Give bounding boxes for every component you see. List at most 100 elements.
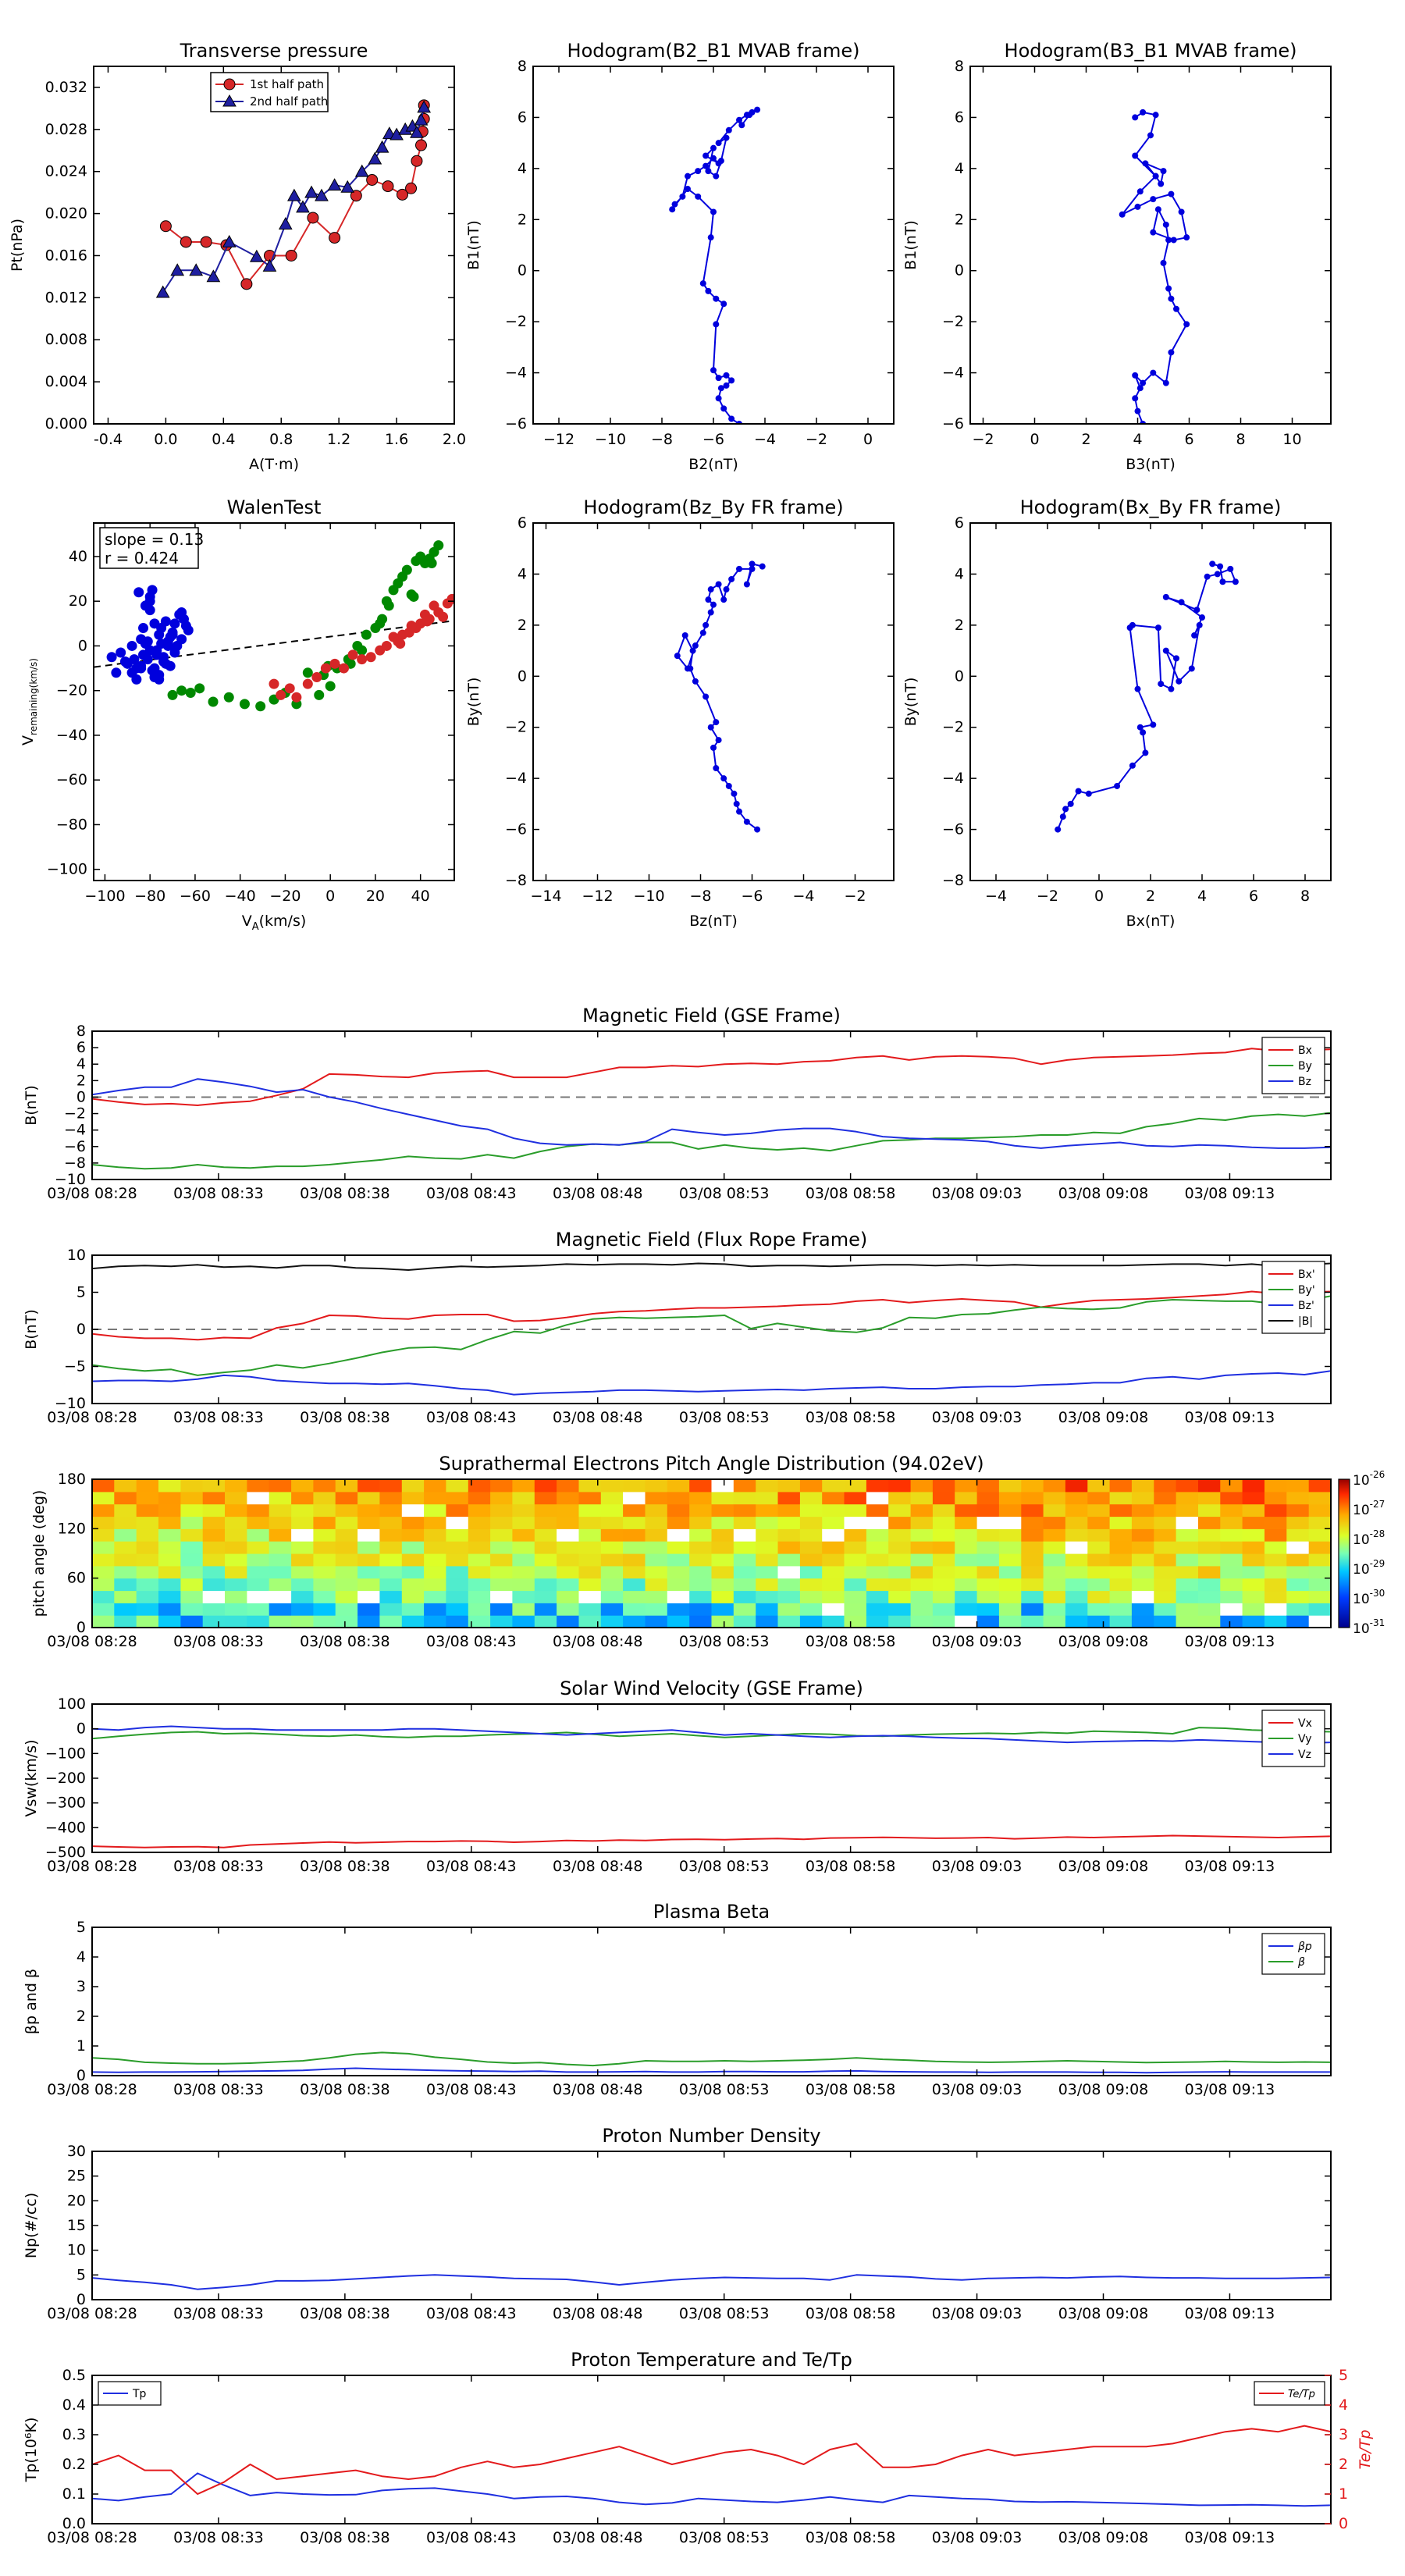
heatmap-cell (180, 1479, 204, 1493)
data-point-triangle (327, 178, 342, 191)
data-point (1119, 211, 1126, 218)
heatmap-cell (1087, 1528, 1111, 1542)
heatmap-cell (557, 1553, 579, 1567)
heatmap-cell (623, 1528, 646, 1542)
heatmap-cell (1308, 1590, 1332, 1603)
heatmap-cell (910, 1528, 934, 1542)
heatmap-cell (269, 1603, 292, 1616)
heatmap-cell (866, 1615, 889, 1628)
heatmap-cell (92, 1516, 115, 1529)
heatmap-cell (335, 1479, 358, 1493)
heatmap-cell (269, 1553, 292, 1567)
heatmap-cell (976, 1479, 1000, 1493)
heatmap-cell (180, 1590, 204, 1603)
x-tick-label: 03/08 09:03 (932, 2305, 1023, 2322)
heatmap-cell (247, 1479, 270, 1493)
heatmap-cell (1021, 1479, 1044, 1493)
plot-area (669, 106, 761, 424)
y-axis-label: Pt(nPa) (9, 219, 26, 272)
data-point (284, 683, 295, 694)
data-point (357, 654, 368, 665)
y-tick-label: −2 (505, 313, 527, 330)
heatmap-cell (557, 1516, 579, 1529)
heatmap-cell (313, 1615, 336, 1628)
heatmap-cell (446, 1590, 469, 1603)
heatmap-cell (313, 1565, 336, 1579)
panel-h4: Hodogram(Bx_By FR frame) −4 −2 0 2 4 6 8 −8 −6 −4 −… (902, 496, 1332, 930)
heatmap-cell (534, 1491, 557, 1505)
plot-area (1055, 560, 1239, 833)
heatmap-cell (313, 1528, 336, 1542)
y-tick-label: 100 (58, 1695, 86, 1713)
data-point (702, 152, 710, 159)
data-point (1173, 655, 1179, 662)
heatmap-cell (1286, 1528, 1310, 1542)
heatmap-cell (1131, 1516, 1154, 1529)
y-tick-label: 0 (955, 667, 964, 685)
x-tick-label: 8 (1300, 888, 1310, 905)
heatmap-cell (247, 1578, 270, 1592)
data-point (749, 565, 756, 572)
x-tick-label: 03/08 09:13 (1185, 1633, 1275, 1650)
series-line-Vy (92, 1727, 1331, 1740)
heatmap-cell (1264, 1479, 1287, 1493)
x-tick-label: 03/08 08:53 (679, 1858, 770, 1875)
heatmap-cell (1131, 1553, 1154, 1567)
data-point (720, 596, 727, 603)
x-axis-label: B2(nT) (688, 456, 738, 473)
heatmap-cell (468, 1615, 491, 1628)
x-tick-label: 2.0 (443, 431, 466, 448)
y-tick-label: 4 (76, 1948, 86, 1966)
heatmap-cell (424, 1553, 446, 1567)
heatmap-cell (998, 1553, 1022, 1567)
heatmap-cell (799, 1578, 823, 1592)
heatmap-cell (557, 1528, 579, 1542)
data-point (1147, 132, 1154, 139)
heatmap-cell (291, 1603, 314, 1616)
heatmap-cell (932, 1491, 955, 1505)
heatmap-cell (114, 1491, 137, 1505)
heatmap-cell (844, 1590, 867, 1603)
data-point (717, 385, 724, 392)
heatmap-cell (799, 1603, 823, 1616)
heatmap-cell (799, 1541, 823, 1554)
x-tick-label: 03/08 08:58 (806, 1185, 896, 1202)
heatmap-cell (335, 1528, 358, 1542)
data-point-circle (159, 220, 172, 233)
heatmap-cell (357, 1491, 380, 1505)
y-tick-label: −200 (45, 1770, 86, 1787)
heatmap-cell (1109, 1590, 1133, 1603)
heatmap-cell (955, 1565, 978, 1579)
heatmap-cell (733, 1541, 756, 1554)
heatmap-cell (578, 1528, 602, 1542)
heatmap-cell (379, 1528, 403, 1542)
heatmap-cell (600, 1491, 624, 1505)
data-point (169, 647, 180, 658)
heatmap-cell (1264, 1565, 1287, 1579)
heatmap-cell (1242, 1541, 1265, 1554)
heatmap-cell (711, 1578, 735, 1592)
y-tick-label: 0 (518, 262, 527, 279)
heatmap-cell (756, 1503, 779, 1517)
data-point (119, 656, 130, 667)
heatmap-cell (799, 1479, 823, 1493)
heatmap-cell (512, 1491, 535, 1505)
y-tick-label: −2 (505, 719, 527, 736)
heatmap-cell (1109, 1565, 1133, 1579)
heatmap-cell (1043, 1516, 1066, 1529)
heatmap-cell (401, 1615, 425, 1628)
heatmap-cell (1109, 1615, 1133, 1628)
heatmap-cell (1198, 1565, 1221, 1579)
x-tick-label: 03/08 09:03 (932, 1858, 1023, 1875)
y-tick-label: 0.4 (62, 2396, 86, 2414)
x-tick-label: 0.8 (269, 431, 293, 448)
y-tick-label: 0.012 (45, 289, 87, 306)
data-point (720, 301, 727, 308)
heatmap-cell (932, 1565, 955, 1579)
y-tick-label: 0.032 (45, 79, 87, 96)
y-axis-label: Tp(10⁶K) (23, 2418, 40, 2483)
heatmap-cell (557, 1503, 579, 1517)
heatmap-cell (136, 1590, 159, 1603)
heatmap-cell (291, 1615, 314, 1628)
heatmap-cell (1286, 1479, 1310, 1493)
